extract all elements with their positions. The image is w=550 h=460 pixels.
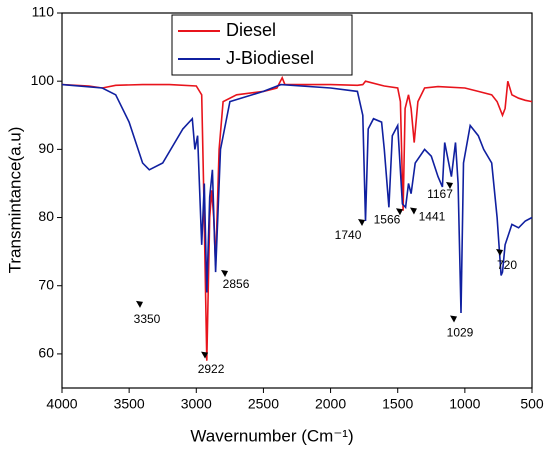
series-line [61,83,533,314]
annotation: 1441 [419,210,446,224]
annotation: 1566 [374,212,401,226]
annotation-arrow [446,182,454,190]
annotation: 1740 [335,228,362,242]
legend-box [171,14,353,76]
y-tick-label: 70 [38,276,54,292]
annotation-arrow [136,300,144,308]
annotation: 1029 [447,326,474,340]
x-tick-label: 3500 [114,396,145,412]
annotation: 1167 [427,187,453,201]
x-tick-label: 2000 [315,396,346,412]
legend-label: Diesel [226,20,276,40]
x-tick-label: 1500 [382,396,413,412]
x-tick-label: 4000 [46,396,77,412]
y-tick-label: 90 [38,140,54,156]
annotation-arrow [358,218,366,226]
annotation-arrow [450,315,458,323]
x-tick-label: 3000 [181,396,212,412]
annotation: 720 [497,258,517,272]
annotation: 2922 [198,362,225,376]
annotation: 3350 [134,312,161,326]
annotation-arrow [201,351,209,359]
annotation: 2856 [223,277,250,291]
annotation-arrow [221,270,229,278]
y-axis-label: Transmintance(a.u) [5,127,24,274]
y-tick-label: 110 [32,4,55,20]
annotation-arrow [496,248,504,256]
x-tick-label: 500 [520,396,544,412]
y-tick-label: 80 [38,208,54,224]
series-line [61,75,533,361]
plot-frame [61,12,533,389]
legend-label: J-Biodiesel [226,48,314,68]
y-tick-label: 100 [31,72,55,88]
y-tick-label: 60 [38,345,54,361]
x-axis-label: Wavernumber (Cm⁻¹) [190,426,353,445]
x-tick-label: 2500 [248,396,279,412]
annotation-arrow [409,207,417,215]
x-tick-label: 1000 [449,396,480,412]
annotation-arrow [395,208,403,216]
